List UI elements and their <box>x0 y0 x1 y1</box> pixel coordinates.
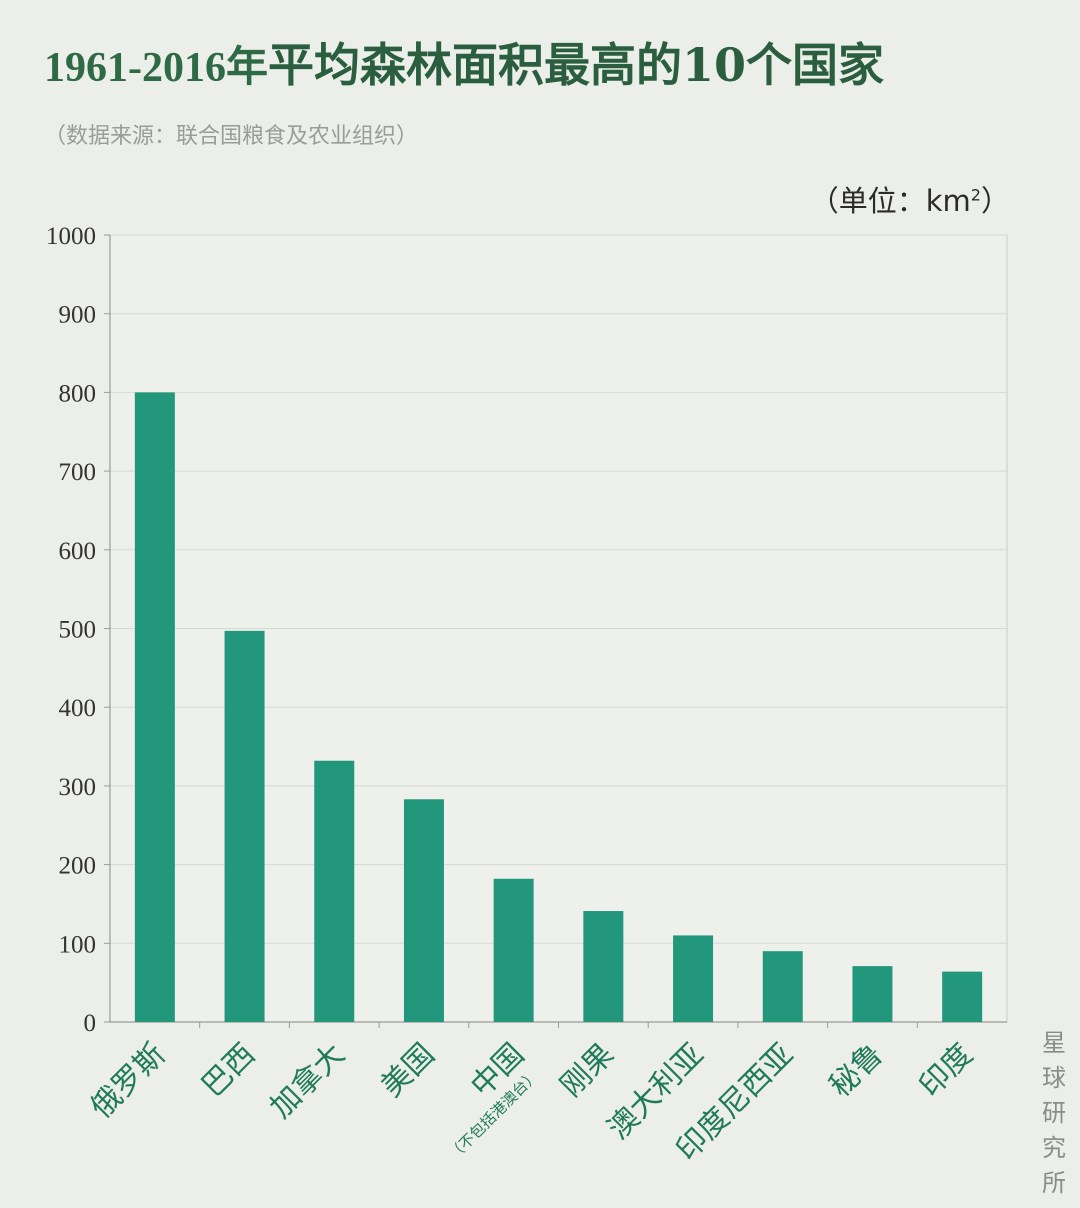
watermark-char: 球 <box>1042 1064 1066 1092</box>
bar <box>314 760 355 1022</box>
bar <box>493 878 534 1022</box>
y-tick-label: 500 <box>59 617 97 644</box>
data-source: （数据来源：联合国粮食及农业组织） <box>44 124 419 149</box>
title-main: 平均森林面积最高的10个国家 <box>268 38 885 92</box>
unit-text: （单位：km <box>809 184 971 218</box>
y-tick-label: 0 <box>84 1010 97 1037</box>
unit-label: （单位：km2） <box>810 178 1010 220</box>
x-tick-label: 印度 <box>913 1037 980 1104</box>
x-tick-label: 加拿大 <box>264 1037 352 1125</box>
x-tick-label: 巴西 <box>195 1037 262 1104</box>
watermark-char: 星 <box>1042 1029 1066 1057</box>
watermark-char: 研 <box>1042 1099 1066 1127</box>
bar <box>762 951 803 1022</box>
bar <box>403 799 444 1022</box>
x-tick-label: 俄罗斯 <box>84 1037 172 1125</box>
bar <box>134 392 175 1022</box>
x-tick-label: 刚果 <box>554 1037 621 1104</box>
watermark-char: 究 <box>1042 1134 1066 1162</box>
y-tick-label: 1000 <box>46 223 96 250</box>
bar <box>852 966 893 1022</box>
y-tick-label: 900 <box>59 302 97 329</box>
y-tick-label: 600 <box>59 538 97 565</box>
y-tick-label: 400 <box>59 695 97 722</box>
y-tick-label: 300 <box>59 774 97 801</box>
y-tick-label: 700 <box>59 459 97 486</box>
title-year: 1961-2016年 <box>44 45 268 91</box>
bar <box>673 935 714 1022</box>
watermark: 星 球 研 究 所 <box>1036 1026 1072 1201</box>
y-tick-label: 200 <box>59 853 97 880</box>
chart-title: 1961-2016年平均森林面积最高的10个国家 <box>44 42 884 89</box>
unit-superscript: 2 <box>970 185 981 205</box>
y-tick-label: 100 <box>59 931 97 958</box>
bar <box>942 971 983 1022</box>
y-tick-label: 800 <box>59 380 97 407</box>
watermark-char: 所 <box>1042 1169 1066 1197</box>
bar <box>224 630 265 1022</box>
x-tick-label: 美国 <box>374 1037 441 1104</box>
bar <box>583 911 624 1022</box>
x-tick-label: 秘鲁 <box>823 1037 890 1104</box>
unit-close: ） <box>980 184 1010 218</box>
